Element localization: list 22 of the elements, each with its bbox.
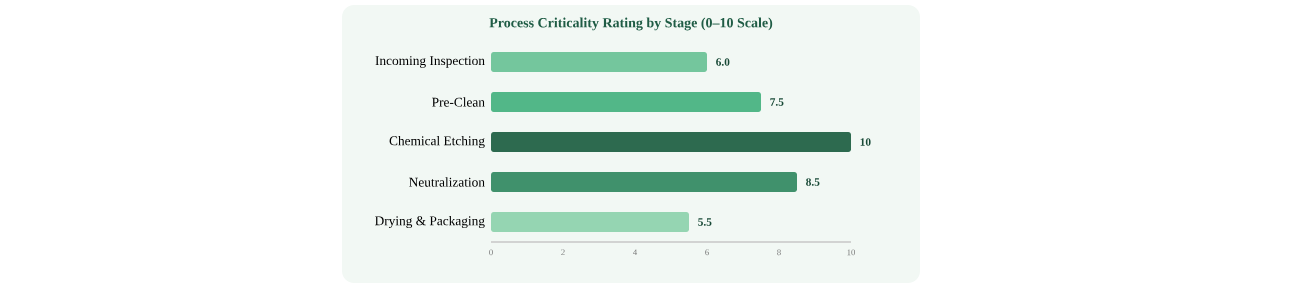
x-tick-label: 0 xyxy=(489,249,493,256)
bar xyxy=(491,172,798,193)
data-label: 6.0 xyxy=(716,58,730,66)
data-label: 5.5 xyxy=(698,218,712,226)
y-tick-label: Neutralization xyxy=(409,177,485,187)
x-tick-label: 4 xyxy=(633,249,638,256)
y-tick-label: Pre-Clean xyxy=(432,97,485,107)
bar xyxy=(491,132,851,153)
bar xyxy=(491,212,690,232)
bar xyxy=(491,92,762,113)
y-tick-label: Chemical Etching xyxy=(389,135,485,149)
x-tick-label: 10 xyxy=(847,249,855,256)
x-tick-label: 6 xyxy=(705,249,709,256)
y-tick-label: Drying & Packaging xyxy=(374,215,485,229)
chart-title: Process Criticality Rating by Stage (0–10 Scale) xyxy=(489,17,773,31)
y-tick-label: Incoming Inspection xyxy=(375,56,485,68)
x-tick-label: 8 xyxy=(777,249,781,256)
bar xyxy=(491,52,708,73)
data-label: 10 xyxy=(860,138,871,146)
data-label: 7.5 xyxy=(770,98,784,106)
data-label: 8.5 xyxy=(806,178,820,186)
x-tick-label: 2 xyxy=(561,249,565,256)
